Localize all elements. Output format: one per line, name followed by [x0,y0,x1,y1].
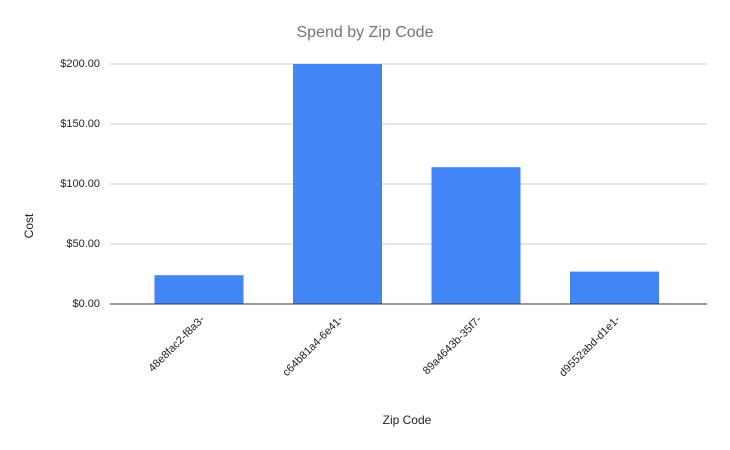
x-tick-label: 48e8fac2-f8a3- [146,313,207,374]
bar [570,271,659,304]
chart-title: Spend by Zip Code [297,24,434,41]
x-axis-title: Zip Code [383,413,432,427]
x-tick-label: 89a4643b-35f7- [421,313,485,377]
bar [293,64,382,304]
x-tick-label: c64b81a4-6e41- [281,313,346,378]
bar [154,275,244,304]
y-axis-title: Cost [22,213,36,238]
y-tick-label: $0.00 [72,298,100,310]
bar [431,167,521,304]
x-tick-label: d9552abd-d1e1- [557,313,623,379]
y-tick-label: $100.00 [60,178,100,190]
y-tick-label: $50.00 [66,238,100,250]
y-tick-label: $150.00 [60,118,100,130]
y-tick-label: $200.00 [60,58,100,70]
